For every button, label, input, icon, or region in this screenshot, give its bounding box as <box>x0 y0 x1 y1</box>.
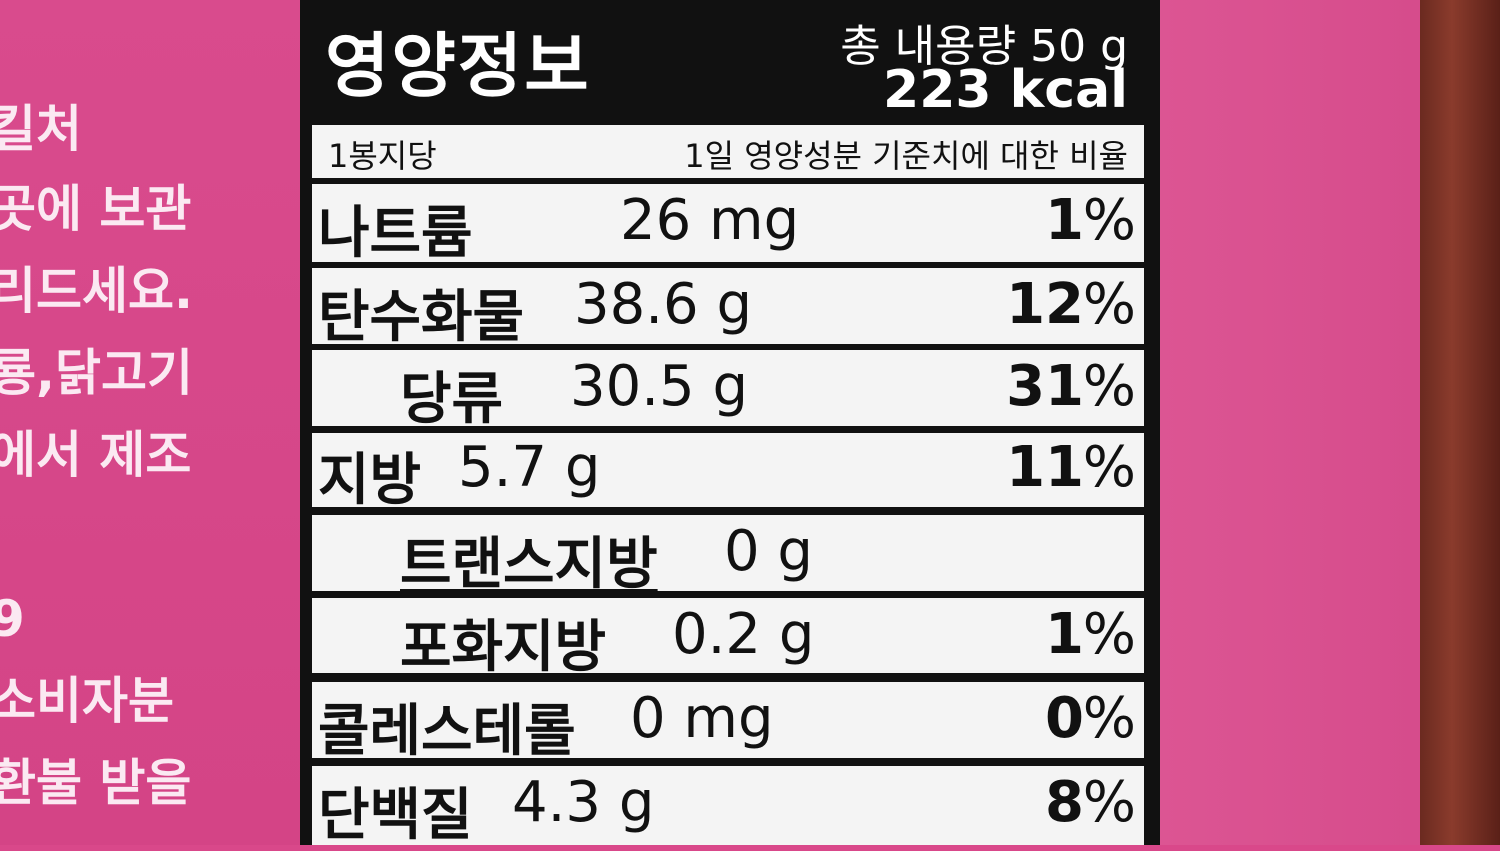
nutrient-percent: 12 <box>1006 272 1084 337</box>
side-text-line: 소비자분 <box>0 672 174 730</box>
percent-sign: % <box>1082 602 1136 667</box>
nutrient-name: 나트륨 <box>318 201 473 266</box>
total-amount: 총 내용량 50 g <box>840 21 1128 72</box>
percent-sign: % <box>1082 435 1136 500</box>
nutrient-percent: 8 <box>1045 770 1084 835</box>
side-text-line: 곳에 보관 <box>0 180 192 238</box>
nutrient-percent: 11 <box>1006 435 1084 500</box>
nutrient-name: 트랜스지방 <box>400 532 658 597</box>
nutrient-percent: 0 <box>1045 686 1084 751</box>
nutrient-amount: 38.6 g <box>574 272 753 337</box>
percent-sign: % <box>1082 770 1136 835</box>
percent-sign: % <box>1082 686 1136 751</box>
nutrient-amount: 0 g <box>724 519 813 584</box>
percent-sign: % <box>1082 272 1136 337</box>
nutrient-percent: 1 <box>1045 602 1084 667</box>
nutrient-amount: 0 mg <box>630 686 774 751</box>
percent-sign: % <box>1082 354 1136 419</box>
nutrient-name: 탄수화물 <box>318 285 525 350</box>
package-side-text: 킬처 곳에 보관 리드세요. 룡,닭고기 에서 제조 9 소비자분 환불 받을 <box>0 0 300 845</box>
nutrient-row-trans-fat: 트랜스지방 0 g <box>312 515 1144 597</box>
nutrient-row-protein: 단백질 4.3 g 8 % <box>312 766 1144 848</box>
percent-sign: % <box>1082 188 1136 253</box>
nutrient-amount: 30.5 g <box>570 354 749 419</box>
nutrient-percent: 1 <box>1045 188 1084 253</box>
nutrient-row-fat: 지방 5.7 g 11 % <box>312 433 1144 513</box>
nutrient-amount: 5.7 g <box>458 435 601 500</box>
nutrient-row-cholesterol: 콜레스테롤 0 mg 0 % <box>312 682 1144 764</box>
nutrient-amount: 26 mg <box>620 188 800 253</box>
nutrient-name: 콜레스테롤 <box>318 699 576 764</box>
nutrient-amount: 4.3 g <box>512 770 655 835</box>
nutrient-name: 포화지방 <box>400 615 607 680</box>
side-text-line: 룡,닭고기 <box>0 344 193 402</box>
side-text-line: 환불 받을 <box>0 754 192 812</box>
table-surface <box>1420 0 1500 845</box>
total-calories: 223 kcal <box>883 60 1128 120</box>
nutrition-title: 영양정보 <box>325 25 591 107</box>
nutrient-row-sugars: 당류 30.5 g 31 % <box>312 350 1144 432</box>
nutrient-row-sodium: 나트륨 26 mg 1 % <box>312 184 1144 266</box>
nutrient-percent: 31 <box>1006 354 1084 419</box>
nutrient-row-saturated-fat: 포화지방 0.2 g 1 % <box>312 598 1144 680</box>
side-text-line: 킬처 <box>0 100 82 158</box>
package-background-left <box>0 0 300 845</box>
daily-value-header: 1일 영양성분 기준치에 대한 비율 <box>684 137 1128 175</box>
side-text-line: 리드세요. <box>0 262 193 320</box>
nutrient-name: 당류 <box>400 367 504 432</box>
per-serving-label: 1봉지당 <box>328 137 437 175</box>
side-text-line: 에서 제조 <box>0 426 192 484</box>
package-background-right <box>1160 0 1420 845</box>
side-text-line: 9 <box>0 590 25 648</box>
nutrient-name: 단백질 <box>318 783 473 848</box>
nutrient-name: 지방 <box>318 448 422 513</box>
serving-header-row: 1봉지당 1일 영양성분 기준치에 대한 비율 <box>312 125 1144 178</box>
nutrient-row-carbohydrate: 탄수화물 38.6 g 12 % <box>312 268 1144 350</box>
nutrient-amount: 0.2 g <box>672 602 815 667</box>
